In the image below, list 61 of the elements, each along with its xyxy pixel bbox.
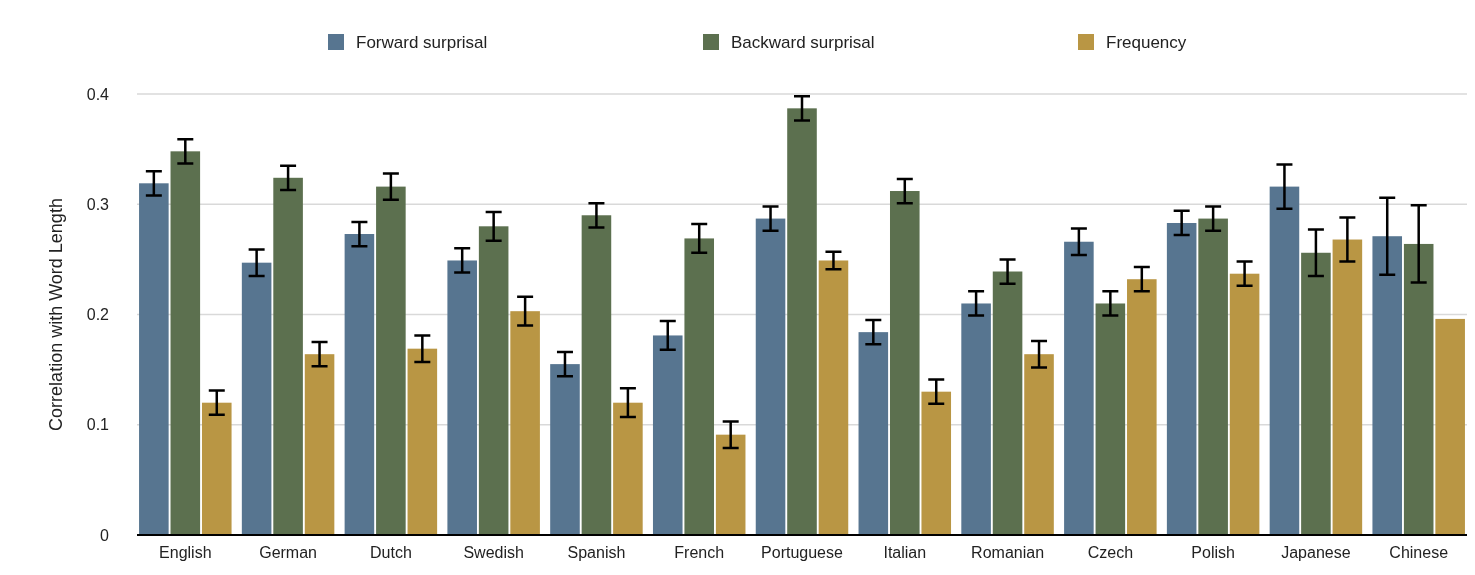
x-tick-label: Romanian — [971, 544, 1045, 562]
bar — [344, 234, 375, 535]
bar — [684, 238, 715, 535]
bar — [478, 226, 509, 535]
bar — [992, 271, 1023, 535]
bar — [1301, 252, 1331, 535]
bar — [1269, 186, 1300, 535]
bar — [1403, 243, 1434, 535]
x-tick-label: Spanish — [567, 544, 626, 562]
bar — [581, 215, 612, 535]
x-tick-label: Polish — [1191, 544, 1235, 562]
bar — [139, 183, 169, 535]
bar — [201, 402, 232, 535]
bar — [613, 402, 643, 535]
bar — [447, 260, 477, 535]
y-tick-label: 0.1 — [86, 416, 110, 434]
bar — [787, 108, 817, 535]
bar — [1095, 303, 1126, 535]
bar — [1372, 236, 1403, 535]
bar — [241, 262, 272, 535]
bar — [921, 391, 952, 535]
bar — [1198, 218, 1228, 535]
bar — [1064, 241, 1094, 535]
x-tick-label: Portuguese — [761, 544, 844, 562]
legend-label: Frequency — [1106, 33, 1187, 52]
bar — [652, 335, 683, 535]
bar — [1024, 354, 1054, 535]
legend-label: Backward surprisal — [731, 33, 875, 52]
bar — [755, 218, 786, 535]
y-tick-label: 0.4 — [86, 85, 110, 103]
x-tick-label: German — [259, 544, 317, 562]
bar — [1127, 279, 1157, 535]
x-tick-label: English — [159, 544, 212, 562]
bar — [550, 364, 580, 535]
y-tick-label: 0 — [100, 526, 110, 544]
x-tick-label: Japanese — [1281, 544, 1351, 562]
x-tick-label: Dutch — [369, 544, 412, 562]
y-tick-label: 0.2 — [86, 306, 110, 324]
x-tick-label: Chinese — [1389, 544, 1449, 562]
x-tick-label: Italian — [883, 544, 927, 562]
y-tick-label: 0.3 — [86, 195, 110, 213]
x-tick-label: French — [674, 544, 725, 562]
bar — [1435, 318, 1465, 535]
bar — [961, 303, 991, 535]
bar — [273, 177, 303, 535]
legend-label: Forward surprisal — [356, 33, 488, 52]
bar — [858, 332, 889, 535]
x-tick-label: Czech — [1087, 544, 1134, 562]
bar — [170, 151, 201, 535]
bar — [376, 186, 406, 535]
bar — [1166, 222, 1197, 535]
x-tick-label: Swedish — [463, 544, 524, 562]
bar — [1229, 273, 1260, 535]
bar — [304, 354, 335, 535]
bar — [1332, 239, 1363, 535]
bar — [818, 260, 849, 535]
bar — [889, 191, 920, 535]
bar — [510, 311, 540, 535]
y-axis-title: Correlation with Word Length — [46, 198, 66, 431]
bar — [715, 434, 746, 535]
bar — [407, 348, 438, 535]
